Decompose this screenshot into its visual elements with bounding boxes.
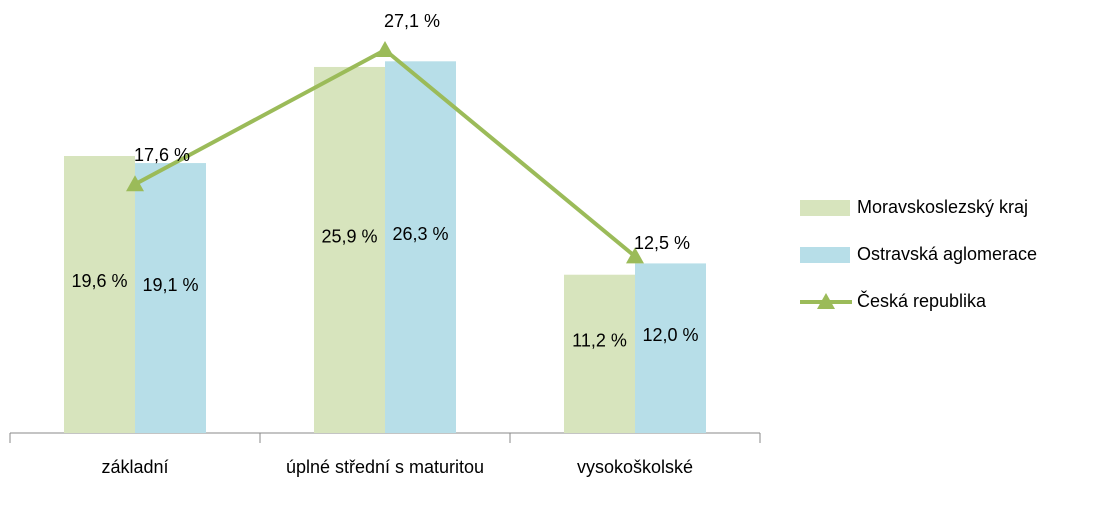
bar bbox=[564, 274, 635, 433]
bar bbox=[385, 61, 456, 433]
data-label: 27,1 % bbox=[384, 11, 440, 31]
legend-label: Moravskoslezský kraj bbox=[857, 197, 1028, 217]
legend-marker bbox=[817, 293, 835, 309]
data-label: 26,3 % bbox=[392, 224, 448, 244]
line-marker bbox=[376, 41, 394, 57]
x-tick-label: vysokoškolské bbox=[576, 457, 694, 477]
data-label: 12,5 % bbox=[634, 233, 690, 253]
legend-swatch bbox=[800, 247, 850, 263]
bar bbox=[64, 155, 135, 433]
line-marker bbox=[626, 247, 644, 264]
legend-label: Ostravská aglomerace bbox=[857, 244, 1037, 264]
data-label: 12,0 % bbox=[642, 325, 698, 345]
data-label: 19,6 % bbox=[71, 271, 127, 291]
x-tick-label: úplné střední s maturitou bbox=[285, 457, 485, 477]
x-tick-label: základní bbox=[101, 457, 169, 477]
data-label: 11,2 % bbox=[572, 331, 627, 351]
line-marker bbox=[126, 175, 144, 192]
bar bbox=[135, 163, 206, 433]
bar bbox=[314, 66, 385, 433]
bar bbox=[635, 263, 706, 433]
legend-label: Česká republika bbox=[857, 290, 987, 311]
legend-swatch bbox=[800, 200, 850, 216]
data-label: 19,1 % bbox=[142, 275, 198, 295]
data-label: 17,6 % bbox=[134, 145, 190, 165]
data-label: 25,9 % bbox=[321, 227, 377, 247]
